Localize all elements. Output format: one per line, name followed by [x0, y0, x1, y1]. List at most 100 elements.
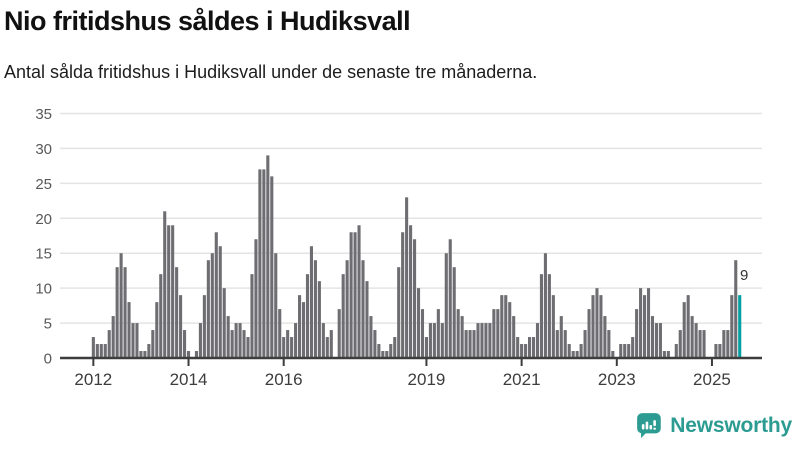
bar	[258, 169, 262, 358]
bar	[301, 302, 306, 358]
bar	[444, 253, 448, 358]
bar	[147, 344, 151, 358]
bar	[131, 323, 135, 358]
bar	[313, 260, 317, 358]
bar	[627, 344, 631, 358]
bar	[175, 267, 179, 358]
bar	[504, 295, 508, 358]
bar	[734, 260, 738, 358]
bar	[234, 323, 238, 358]
bar	[484, 323, 488, 358]
bar	[698, 330, 702, 358]
bar	[163, 211, 167, 358]
bar	[135, 323, 139, 358]
bar	[270, 176, 274, 358]
bar	[694, 323, 698, 358]
bar	[305, 274, 310, 358]
bar	[563, 330, 567, 358]
bar	[722, 330, 726, 358]
y-axis-label: 25	[35, 176, 52, 193]
bar	[298, 295, 302, 358]
x-tick-label: 2016	[265, 370, 303, 389]
bar	[194, 351, 198, 358]
bar	[107, 330, 111, 358]
bar	[238, 323, 242, 358]
bar	[524, 344, 528, 358]
bar	[103, 344, 107, 358]
y-axis-label: 15	[35, 246, 52, 263]
bar	[571, 351, 575, 358]
bar	[528, 337, 532, 358]
bar	[646, 288, 651, 358]
bar	[321, 323, 325, 358]
bar	[95, 344, 99, 358]
bar	[456, 309, 460, 358]
bar	[226, 316, 230, 358]
bar	[389, 344, 393, 358]
bar	[480, 323, 484, 358]
bar	[353, 232, 357, 358]
bar	[551, 295, 555, 358]
bar	[611, 351, 615, 358]
bar	[405, 197, 409, 358]
bar	[278, 309, 282, 358]
bar	[413, 239, 417, 358]
bar	[373, 330, 377, 358]
newsworthy-logo-icon	[637, 413, 662, 439]
bar	[198, 323, 202, 358]
bar	[686, 295, 690, 358]
bar	[206, 260, 210, 358]
bar	[167, 225, 171, 358]
x-tick-label: 2019	[408, 370, 446, 389]
bar	[357, 225, 361, 358]
bar	[603, 316, 607, 358]
bar	[535, 323, 540, 358]
bar	[186, 351, 191, 358]
x-tick-label: 2021	[503, 370, 541, 389]
bar	[718, 344, 722, 358]
newsworthy-logo: Newsworthy	[636, 412, 792, 439]
bar	[290, 337, 294, 358]
bar	[250, 274, 254, 358]
bar	[547, 274, 551, 358]
bar	[420, 309, 425, 358]
bar	[635, 309, 639, 358]
bar	[262, 169, 266, 358]
bar	[520, 344, 524, 358]
bar	[286, 330, 290, 358]
bar	[658, 323, 662, 358]
highlight-bar	[738, 295, 742, 358]
bar	[690, 316, 694, 358]
bar	[587, 309, 591, 358]
bar	[115, 267, 119, 358]
bar	[111, 316, 115, 358]
bar	[440, 323, 444, 358]
bar	[139, 351, 143, 358]
bar	[401, 232, 405, 358]
bar	[678, 330, 682, 358]
latest-value-label: 9	[740, 267, 748, 284]
bar	[619, 344, 623, 358]
bar	[559, 316, 563, 358]
bar	[210, 253, 214, 358]
bar	[183, 330, 187, 358]
bar	[508, 302, 512, 358]
bar	[123, 267, 127, 358]
bar	[385, 351, 389, 358]
bar	[682, 302, 686, 358]
y-axis-label: 30	[35, 141, 52, 158]
bar	[599, 295, 603, 358]
bar	[579, 344, 583, 358]
bar	[337, 309, 341, 358]
bar	[583, 330, 587, 358]
bar	[99, 344, 103, 358]
chart-title: Nio fritidshus såldes i Hudiksvall	[4, 6, 411, 36]
bar	[119, 253, 123, 358]
bar	[171, 225, 175, 358]
bar	[464, 330, 468, 358]
x-tick-label: 2023	[598, 370, 636, 389]
y-axis-label: 20	[35, 211, 52, 228]
bar	[666, 351, 670, 358]
bar	[254, 239, 258, 358]
